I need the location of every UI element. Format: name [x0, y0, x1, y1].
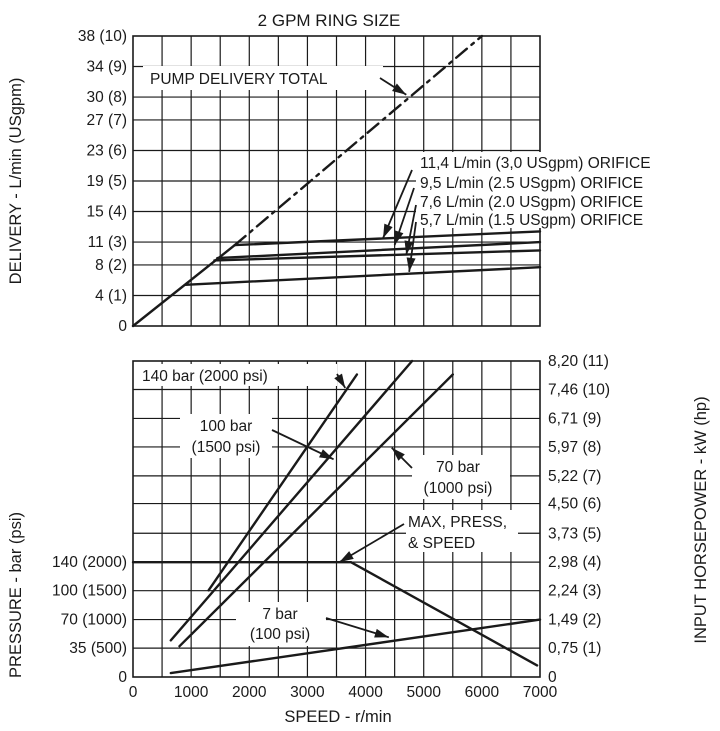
- delivery-series-line: [213, 249, 542, 262]
- delivery-y-tick-label: 0: [118, 318, 127, 335]
- bar-7-annotation: 7 bar (100 psi): [236, 602, 326, 646]
- bar-100-label-line1: 100 bar: [200, 418, 253, 435]
- speed-x-tick-label: 7000: [523, 684, 558, 701]
- horsepower-y-tick-label: 2,98 (4): [548, 554, 601, 571]
- chart-title: 2 GPM RING SIZE: [258, 11, 401, 30]
- orifice-11-4-label: 11,4 L/min (3,0 USgpm) ORIFICE: [420, 155, 651, 172]
- orifice-annotations: 11,4 L/min (3,0 USgpm) ORIFICE 9,5 L/min…: [416, 152, 718, 229]
- bar-7-label-line2: (100 psi): [250, 626, 310, 643]
- horsepower-y-tick-label: 6,71 (9): [548, 410, 601, 427]
- speed-x-tick-label: 5000: [406, 684, 441, 701]
- delivery-y-tick-label: 38 (10): [78, 28, 127, 45]
- delivery-y-tick-label: 8 (2): [95, 257, 127, 274]
- pressure-y-axis-title: PRESSURE - bar (psi): [7, 512, 25, 678]
- horsepower-y-tick-label: 0,75 (1): [548, 640, 601, 657]
- power-series: [131, 359, 542, 675]
- orifice-9-5-arrow: [393, 187, 415, 246]
- orifice-5-7-arrow: [406, 221, 417, 272]
- delivery-y-tick-label: 11 (3): [88, 234, 127, 251]
- power-grid: [133, 361, 540, 677]
- delivery-series-line: [233, 34, 484, 247]
- bar-7-arrow: [325, 617, 390, 639]
- max-press-label-line2: & SPEED: [408, 535, 475, 552]
- bar-70-annotation: 70 bar (1000 psi): [412, 455, 510, 499]
- speed-x-tick-label: 1000: [174, 684, 209, 701]
- horsepower-y-tick-label: 2,24 (3): [548, 583, 601, 600]
- pressure-y-tick-label: 140 (2000): [52, 554, 127, 571]
- orifice-11-4-arrow: [382, 169, 413, 239]
- annotation-leaders: [271, 77, 417, 639]
- delivery-series-line: [233, 230, 542, 247]
- bar-140-arrow: [334, 373, 346, 389]
- horsepower-y-tick-label: 5,97 (8): [548, 439, 601, 456]
- pressure-y-tick-label: 100 (1500): [52, 583, 127, 600]
- max-press-label-line1: MAX, PRESS,: [408, 514, 507, 531]
- delivery-y-tick-label: 27 (7): [87, 112, 128, 129]
- horsepower-y-tick-label: 7,46 (10): [548, 382, 610, 399]
- delivery-series-line: [216, 240, 542, 260]
- delivery-y-tick-label: 23 (6): [87, 142, 128, 159]
- horsepower-y-ticks: 0 0,75 (1) 1,49 (2) 2,24 (3) 2,98 (4) 3,73 (5…: [548, 353, 610, 686]
- bar-70-label-line1: 70 bar: [436, 459, 480, 476]
- power-plot-frame: [132, 360, 541, 678]
- horsepower-y-axis-title: INPUT HORSEPOWER - kW (hp): [692, 396, 710, 643]
- horsepower-y-tick-label: 0: [548, 669, 557, 686]
- delivery-y-tick-label: 34 (9): [87, 59, 128, 76]
- max-press-annotation: MAX, PRESS, & SPEED: [406, 510, 518, 552]
- bar-140-label: 140 bar (2000 psi): [142, 368, 268, 385]
- power-series-line: [207, 373, 359, 592]
- pump-total-label: PUMP DELIVERY TOTAL: [150, 71, 328, 88]
- max-press-arrow: [338, 523, 405, 563]
- horsepower-y-tick-label: 1,49 (2): [548, 612, 601, 629]
- delivery-y-tick-label: 19 (5): [87, 173, 128, 190]
- delivery-y-axis-title: DELIVERY - L/min (USgpm): [7, 78, 25, 285]
- orifice-9-5-label: 9,5 L/min (2.5 USgpm) ORIFICE: [420, 175, 643, 192]
- orifice-5-7-label: 5,7 L/min (1.5 USgpm) ORIFICE: [420, 212, 643, 229]
- delivery-y-tick-label: 15 (4): [87, 204, 128, 221]
- speed-x-tick-label: 6000: [465, 684, 500, 701]
- bar-70-label-line2: (1000 psi): [424, 480, 493, 497]
- pressure-y-ticks: 0 35 (500) 70 (1000) 100 (1500) 140 (2000): [52, 554, 127, 686]
- pump-total-annotation: PUMP DELIVERY TOTAL: [143, 66, 383, 90]
- horsepower-y-tick-label: 8,20 (11): [548, 353, 609, 370]
- speed-x-tick-label: 2000: [232, 684, 267, 701]
- bar-140-annotation: 140 bar (2000 psi): [137, 364, 337, 386]
- bar-100-annotation: 100 bar (1500 psi): [180, 414, 272, 458]
- power-series-line: [169, 359, 414, 642]
- delivery-y-ticks: 0 4 (1) 8 (2) 11 (3) 15 (4) 19 (5) 23 (6) 27 (7…: [78, 28, 128, 335]
- bar-70-arrow: [391, 447, 413, 469]
- power-series-line: [131, 561, 539, 667]
- orifice-7-6-label: 7,6 L/min (2.0 USgpm) ORIFICE: [420, 194, 643, 211]
- speed-x-tick-label: 3000: [290, 684, 325, 701]
- speed-x-tick-label: 0: [129, 684, 138, 701]
- delivery-series: [131, 34, 542, 328]
- delivery-y-tick-label: 30 (8): [87, 89, 128, 106]
- pressure-y-tick-label: 0: [118, 669, 127, 686]
- delivery-y-tick-label: 4 (1): [95, 287, 127, 304]
- horsepower-y-tick-label: 3,73 (5): [548, 525, 601, 542]
- pump-total-arrow: [379, 77, 407, 96]
- pressure-y-tick-label: 35 (500): [69, 640, 127, 657]
- bar-100-arrow: [271, 429, 334, 461]
- speed-x-axis-title: SPEED - r/min: [284, 708, 391, 726]
- bar-100-label-line2: (1500 psi): [192, 439, 261, 456]
- power-series-line: [169, 618, 542, 675]
- horsepower-y-tick-label: 5,22 (7): [548, 468, 601, 485]
- pressure-y-tick-label: 70 (1000): [61, 612, 127, 629]
- speed-x-ticks: 0 1000 2000 3000 4000 5000 6000 7000: [129, 684, 558, 701]
- orifice-7-6-arrow: [404, 204, 417, 256]
- power-series-line: [178, 373, 454, 648]
- horsepower-y-tick-label: 4,50 (6): [548, 496, 601, 513]
- speed-x-tick-label: 4000: [348, 684, 383, 701]
- bar-7-label-line1: 7 bar: [262, 606, 297, 623]
- delivery-series-line: [184, 266, 542, 286]
